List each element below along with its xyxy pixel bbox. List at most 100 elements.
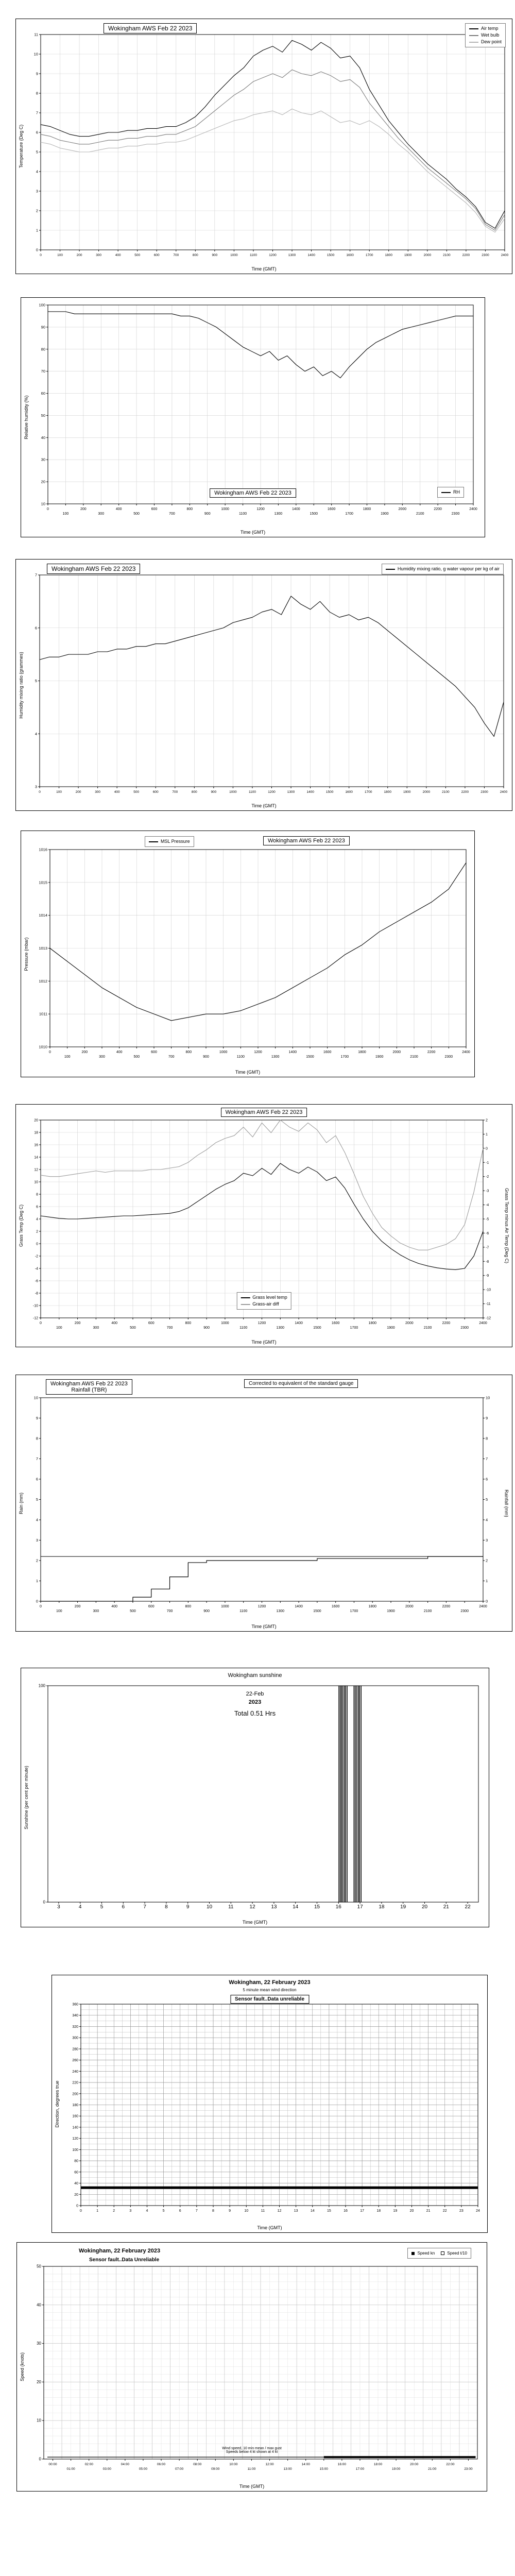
chart-title-line2: Rainfall (TBR) — [71, 1387, 107, 1393]
svg-text:700: 700 — [167, 1609, 173, 1613]
y-axis-label: Speed (knots) — [20, 2352, 25, 2382]
svg-text:-11: -11 — [486, 1302, 491, 1306]
svg-text:40: 40 — [74, 2182, 78, 2185]
svg-text:0: 0 — [36, 248, 38, 252]
svg-text:5: 5 — [36, 1497, 38, 1502]
svg-text:8: 8 — [36, 91, 38, 96]
svg-text:500: 500 — [133, 1055, 140, 1059]
rainfall-plot: 0100200300400500600700800900100011001200… — [34, 1396, 490, 1614]
svg-text:3: 3 — [36, 189, 38, 194]
speed-t10-marker — [441, 2251, 445, 2255]
svg-text:340: 340 — [72, 2014, 78, 2018]
svg-text:100: 100 — [72, 2148, 78, 2152]
sensor-fault-notice: Sensor fault..Data unreliable — [230, 1995, 310, 2004]
chart-title: Wokingham AWS Feb 22 2023 — [104, 23, 197, 33]
svg-text:5: 5 — [163, 2209, 165, 2213]
svg-text:400: 400 — [116, 1050, 123, 1054]
svg-text:900: 900 — [203, 1609, 210, 1613]
svg-text:1100: 1100 — [237, 1055, 245, 1059]
svg-text:100: 100 — [63, 512, 69, 516]
svg-text:1700: 1700 — [365, 790, 372, 794]
svg-text:9: 9 — [486, 1416, 488, 1420]
legend-label: MSL Pressure — [161, 839, 190, 844]
chart-air-temperature: 0 100 200 300 400 500 600 700 800 900 1000 1100 1200… — [15, 19, 512, 274]
svg-text:800: 800 — [186, 507, 193, 511]
svg-text:1200: 1200 — [254, 1050, 262, 1054]
chart-subtitle: 5 minute mean wind direction — [243, 1988, 297, 1992]
svg-text:300: 300 — [93, 1326, 99, 1330]
svg-text:80: 80 — [41, 347, 45, 351]
svg-text:16: 16 — [336, 1904, 342, 1910]
svg-text:30: 30 — [37, 2341, 41, 2346]
svg-text:2: 2 — [486, 1558, 488, 1563]
svg-text:2100: 2100 — [442, 790, 450, 794]
relative-humidity-plot: 0 100 200 300 400 500 600 700 800 900 1000 1100 1200… — [39, 303, 477, 516]
svg-text:17: 17 — [360, 2209, 364, 2213]
svg-text:1500: 1500 — [306, 1055, 314, 1059]
svg-text:1100: 1100 — [250, 253, 257, 257]
grass-legend: Grass level temp Grass-air diff — [236, 1292, 291, 1310]
rh-line-swatch — [441, 492, 451, 493]
svg-text:180: 180 — [72, 2104, 78, 2107]
svg-text:1000: 1000 — [219, 1050, 228, 1054]
svg-text:0: 0 — [36, 1599, 38, 1604]
svg-text:00:00: 00:00 — [48, 2463, 57, 2466]
svg-text:4: 4 — [36, 170, 38, 174]
y-axis-label: Humidity mixing ratio (grammes) — [19, 651, 24, 719]
svg-text:0: 0 — [43, 1900, 46, 1905]
grass-temperature-plot: 0100200300400500600700800900100011001200… — [33, 1119, 491, 1330]
svg-text:9: 9 — [229, 2209, 231, 2213]
legend-item-dew-point: Dew point — [469, 39, 502, 45]
svg-text:2000: 2000 — [393, 1050, 401, 1054]
svg-text:10: 10 — [34, 1396, 38, 1400]
svg-text:1500: 1500 — [326, 790, 334, 794]
svg-text:20: 20 — [41, 480, 45, 484]
svg-text:20:00: 20:00 — [410, 2463, 419, 2466]
svg-text:70: 70 — [41, 369, 45, 374]
svg-text:1010: 1010 — [39, 1045, 47, 1049]
svg-text:2100: 2100 — [410, 1055, 418, 1059]
svg-text:1600: 1600 — [328, 507, 336, 511]
svg-text:1800: 1800 — [368, 1605, 376, 1608]
mixing-ratio-legend: Humidity mixing ratio, g water vapour pe… — [381, 564, 504, 574]
svg-text:700: 700 — [173, 253, 179, 257]
svg-text:90: 90 — [41, 325, 45, 329]
y-axis-label: Relative humidity (%) — [24, 395, 29, 439]
legend-label: Wet bulb — [480, 32, 500, 38]
svg-text:100: 100 — [56, 790, 62, 794]
svg-text:7: 7 — [36, 111, 38, 115]
svg-text:-12: -12 — [33, 1317, 38, 1320]
svg-text:500: 500 — [130, 1609, 136, 1613]
svg-text:1600: 1600 — [332, 1605, 340, 1608]
svg-text:240: 240 — [72, 2070, 78, 2074]
svg-text:5: 5 — [36, 150, 38, 155]
svg-text:1900: 1900 — [381, 512, 389, 516]
chart-msl-pressure: 0 100 200 300 400 500 600 700 800 900 1000 1100 1200… — [21, 831, 475, 1077]
svg-text:900: 900 — [211, 790, 216, 794]
legend-item-mixing-ratio: Humidity mixing ratio, g water vapour pe… — [385, 566, 500, 572]
svg-text:280: 280 — [72, 2047, 78, 2051]
x-axis-label: Time (GMT) — [240, 530, 266, 535]
svg-text:600: 600 — [151, 507, 158, 511]
svg-text:400: 400 — [115, 253, 121, 257]
svg-text:6: 6 — [486, 1477, 488, 1482]
svg-text:3: 3 — [36, 1538, 38, 1543]
svg-text:220: 220 — [72, 2081, 78, 2085]
svg-text:1300: 1300 — [274, 512, 283, 516]
svg-text:17:00: 17:00 — [356, 2467, 365, 2471]
wind-speed-annotation: Wind speed, 10 min mean / max gust Speed… — [222, 2447, 282, 2454]
svg-text:100: 100 — [56, 1609, 62, 1613]
svg-text:19: 19 — [400, 1904, 406, 1910]
svg-text:0: 0 — [39, 2457, 42, 2462]
svg-text:21: 21 — [426, 2209, 431, 2213]
svg-text:0: 0 — [47, 507, 49, 511]
svg-text:1014: 1014 — [39, 913, 47, 918]
svg-text:100: 100 — [56, 1326, 62, 1330]
svg-text:1013: 1013 — [39, 946, 47, 951]
svg-text:2300: 2300 — [460, 1609, 469, 1613]
svg-text:1100: 1100 — [239, 1326, 247, 1330]
svg-text:06:00: 06:00 — [157, 2463, 166, 2466]
wind-speed-plot: 00:00 01:00 02:00 03:00 04:00 05:00 06:00 07:00… — [37, 2264, 478, 2471]
svg-text:1400: 1400 — [292, 507, 300, 511]
svg-text:500: 500 — [134, 253, 140, 257]
